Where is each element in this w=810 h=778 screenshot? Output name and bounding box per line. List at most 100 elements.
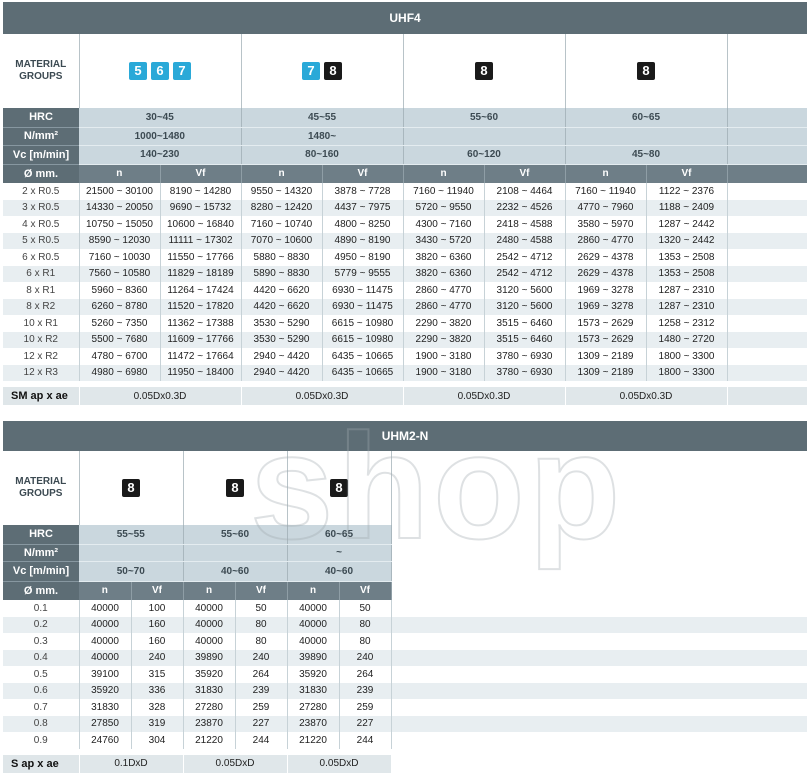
n-value-cell: 39890 bbox=[287, 649, 340, 666]
n-value-cell: 39100 bbox=[79, 666, 132, 683]
material-group-badge: 8 bbox=[226, 478, 244, 497]
hrc-value: 60~65 bbox=[565, 108, 728, 128]
table-row: 10 x R1 5260 ~ 7350 11362 ~ 17388 3530 ~ 52… bbox=[3, 315, 807, 332]
diameter-cell: 0.1 bbox=[3, 600, 80, 617]
vf-value-cell: 2542 ~ 4712 bbox=[484, 265, 566, 282]
hrc-value: 55~60 bbox=[403, 108, 566, 128]
hrc-value: 30~45 bbox=[79, 108, 242, 128]
vf-value-cell: 240 bbox=[235, 649, 288, 666]
diameter-cell: 4 x R0.5 bbox=[3, 216, 80, 233]
vf-value-cell: 1800 ~ 3300 bbox=[646, 364, 728, 381]
diameter-cell: 8 x R2 bbox=[3, 298, 80, 315]
n-value-cell: 27280 bbox=[287, 699, 340, 716]
table-row: 6 x R0.5 7160 ~ 10030 11550 ~ 17766 5880 ~ … bbox=[3, 249, 807, 266]
n-value-cell: 4420 ~ 6620 bbox=[241, 282, 323, 299]
vf-value-cell: 2108 ~ 4464 bbox=[484, 183, 566, 200]
vf-value-cell: 6615 ~ 10980 bbox=[322, 315, 404, 332]
vf-value-cell: 315 bbox=[131, 666, 184, 683]
n-value-cell: 5260 ~ 7350 bbox=[79, 315, 161, 332]
material-group-badge: 6 bbox=[151, 61, 169, 80]
n-value-cell: 39890 bbox=[183, 649, 236, 666]
empty-cell bbox=[727, 232, 808, 249]
n-value-cell: 24760 bbox=[79, 732, 132, 749]
material-group-cell: 8 bbox=[183, 451, 288, 525]
table-title: UHF4 bbox=[3, 2, 808, 34]
table-row: 2 x R0.5 21500 ~ 30100 8190 ~ 14280 9550 ~ … bbox=[3, 183, 807, 200]
n-value-cell: 1573 ~ 2629 bbox=[565, 331, 647, 348]
hrc-value: 45~55 bbox=[241, 108, 404, 128]
n-value-cell: 23870 bbox=[183, 715, 236, 732]
vf-value-cell: 80 bbox=[339, 616, 392, 633]
vf-value-cell: 1800 ~ 3300 bbox=[646, 348, 728, 365]
hrc-value: 55~55 bbox=[79, 525, 184, 545]
vf-value-cell: 4437 ~ 7975 bbox=[322, 199, 404, 216]
n-value-cell: 1969 ~ 3278 bbox=[565, 282, 647, 299]
vc-value: 45~80 bbox=[565, 145, 728, 165]
empty-cell bbox=[391, 451, 808, 525]
vf-value-cell: 100 bbox=[131, 600, 184, 617]
vf-value-cell: 11472 ~ 17664 bbox=[160, 348, 242, 365]
vf-value-cell: 259 bbox=[339, 699, 392, 716]
diameter-cell: 6 x R1 bbox=[3, 265, 80, 282]
vf-value-cell: 239 bbox=[235, 682, 288, 699]
col-n: n bbox=[241, 164, 323, 183]
n-value-cell: 3530 ~ 5290 bbox=[241, 331, 323, 348]
nmm-label: N/mm² bbox=[3, 127, 79, 146]
material-group-badge: 8 bbox=[330, 478, 348, 497]
material-group-cell: 8 bbox=[565, 34, 728, 108]
n-value-cell: 2860 ~ 4770 bbox=[565, 232, 647, 249]
n-value-cell: 3430 ~ 5720 bbox=[403, 232, 485, 249]
vf-value-cell: 50 bbox=[339, 600, 392, 617]
table-row: 12 x R3 4980 ~ 6980 11950 ~ 18400 2940 ~ 44… bbox=[3, 364, 808, 381]
vf-value-cell: 264 bbox=[339, 666, 392, 683]
vc-value: 140~230 bbox=[79, 145, 242, 165]
empty-cell bbox=[727, 282, 807, 299]
empty-cell bbox=[727, 364, 808, 381]
col-vf: Vf bbox=[646, 164, 728, 183]
n-value-cell: 31830 bbox=[287, 682, 340, 699]
vf-value-cell: 1320 ~ 2442 bbox=[646, 232, 728, 249]
empty-cell bbox=[727, 387, 808, 405]
vf-value-cell: 4800 ~ 8250 bbox=[322, 216, 404, 233]
n-value-cell: 40000 bbox=[287, 633, 340, 650]
material-group-cell: 8 bbox=[403, 34, 566, 108]
col-n: n bbox=[403, 164, 485, 183]
vc-value: 60~120 bbox=[403, 145, 566, 165]
vf-value-cell: 11950 ~ 18400 bbox=[160, 364, 242, 381]
n-value-cell: 21220 bbox=[287, 732, 340, 749]
material-groups-label: MATERIAL GROUPS bbox=[3, 34, 80, 108]
vf-value-cell: 3515 ~ 6460 bbox=[484, 331, 566, 348]
n-value-cell: 1309 ~ 2189 bbox=[565, 348, 647, 365]
n-value-cell: 40000 bbox=[183, 633, 236, 650]
footer-value: 0.05DxD bbox=[287, 754, 392, 773]
n-value-cell: 21220 bbox=[183, 732, 236, 749]
n-value-cell: 4300 ~ 7160 bbox=[403, 216, 485, 233]
vf-value-cell: 1480 ~ 2720 bbox=[646, 331, 728, 348]
vf-value-cell: 11111 ~ 17302 bbox=[160, 232, 242, 249]
vf-value-cell: 3515 ~ 6460 bbox=[484, 315, 566, 332]
footer-value: 0.1DxD bbox=[79, 754, 184, 773]
n-value-cell: 3580 ~ 5970 bbox=[565, 216, 647, 233]
n-value-cell: 7160 ~ 10740 bbox=[241, 216, 323, 233]
material-group-badge: 8 bbox=[637, 61, 655, 80]
empty-cell bbox=[727, 108, 808, 128]
diameter-cell: 0.8 bbox=[3, 715, 80, 732]
empty-cell bbox=[391, 699, 807, 716]
diameter-label: Ø mm. bbox=[3, 581, 79, 600]
n-value-cell: 8590 ~ 12030 bbox=[79, 232, 161, 249]
empty-cell bbox=[391, 616, 808, 633]
vf-value-cell: 336 bbox=[131, 682, 184, 699]
material-group-badge: 8 bbox=[324, 61, 342, 80]
vc-label: Vc [m/min] bbox=[3, 145, 79, 165]
vc-value: 40~60 bbox=[287, 561, 392, 582]
empty-cell bbox=[391, 715, 808, 732]
n-value-cell: 31830 bbox=[183, 682, 236, 699]
n-value-cell: 40000 bbox=[183, 616, 236, 633]
col-vf: Vf bbox=[235, 581, 288, 600]
col-n: n bbox=[79, 164, 161, 183]
nmm-value bbox=[79, 544, 184, 562]
n-value-cell: 5500 ~ 7680 bbox=[79, 331, 161, 348]
n-value-cell: 40000 bbox=[79, 600, 132, 617]
footer-value: 0.05Dx0.3D bbox=[241, 387, 404, 405]
